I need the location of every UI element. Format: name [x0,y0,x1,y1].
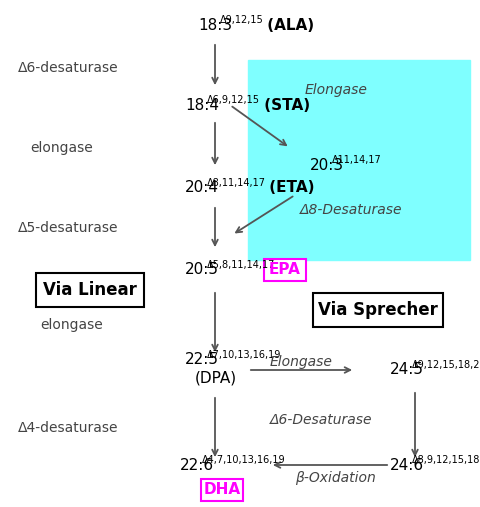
Text: Δ8,9,12,15,18,21: Δ8,9,12,15,18,21 [412,455,480,465]
Text: 18:3: 18:3 [198,18,232,32]
Text: 24:6: 24:6 [390,457,424,473]
Text: Δ6-desaturase: Δ6-desaturase [18,61,119,75]
Text: 20:3: 20:3 [310,158,344,172]
Bar [264,259,306,281]
Text: 24:5: 24:5 [390,363,424,378]
Text: 22:6: 22:6 [180,457,214,473]
Text: 18:4: 18:4 [185,97,219,113]
Text: Δ7,10,13,16,19: Δ7,10,13,16,19 [206,350,281,360]
Text: Via Sprecher: Via Sprecher [318,301,438,319]
Text: DHA: DHA [204,483,240,497]
Text: Via Linear: Via Linear [43,281,137,299]
Text: Δ5-desaturase: Δ5-desaturase [18,221,119,235]
Text: 20:4: 20:4 [185,180,219,196]
Text: elongase: elongase [30,141,93,155]
Bar [201,479,243,501]
Bar [248,60,470,260]
Text: Δ6,9,12,15: Δ6,9,12,15 [206,95,260,105]
Text: Δ8-Desaturase: Δ8-Desaturase [300,203,403,217]
Text: Δ9,12,15,18,21: Δ9,12,15,18,21 [412,360,480,370]
Text: 20:5: 20:5 [185,263,219,277]
Text: (ETA): (ETA) [264,180,314,196]
Text: Δ4,7,10,13,16,19: Δ4,7,10,13,16,19 [202,455,285,465]
Text: 22:5: 22:5 [185,352,219,368]
Text: elongase: elongase [40,318,103,332]
Text: β-Oxidation: β-Oxidation [295,471,376,485]
Text: Elongase: Elongase [305,83,368,97]
Text: (ALA): (ALA) [262,18,314,32]
Bar [36,273,144,307]
Text: Δ6-Desaturase: Δ6-Desaturase [270,413,372,427]
Text: (STA): (STA) [259,97,310,113]
Text: Δ4-desaturase: Δ4-desaturase [18,421,119,435]
Text: Elongase: Elongase [270,355,333,369]
Text: Δ8,11,14,17: Δ8,11,14,17 [206,178,265,188]
Text: Δ5,8,11,14,17: Δ5,8,11,14,17 [206,260,275,270]
Bar [313,293,443,327]
Text: EPA: EPA [269,263,301,277]
Text: Δ11,14,17: Δ11,14,17 [332,155,381,165]
Text: Δ9,12,15: Δ9,12,15 [219,15,264,25]
Text: (DPA): (DPA) [195,371,237,385]
